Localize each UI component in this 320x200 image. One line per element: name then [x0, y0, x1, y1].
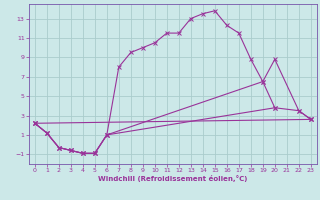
X-axis label: Windchill (Refroidissement éolien,°C): Windchill (Refroidissement éolien,°C): [98, 175, 247, 182]
